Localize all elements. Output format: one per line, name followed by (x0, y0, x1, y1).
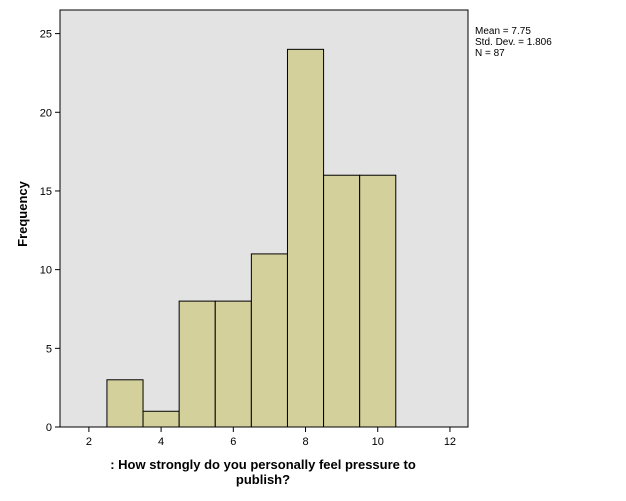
y-tick-label: 0 (46, 422, 52, 434)
histogram-bars (106, 48, 397, 428)
x-axis-title-line-2: publish? (236, 472, 290, 487)
x-tick-label: 2 (86, 436, 92, 448)
histogram-bar-2 (178, 300, 216, 428)
y-tick-label: 25 (40, 29, 52, 41)
stat-std-dev: Std. Dev. = 1.806 (475, 37, 552, 48)
stat-n: N = 87 (475, 48, 505, 59)
histogram-bar-5 (286, 48, 325, 428)
y-tick-label: 15 (40, 186, 52, 198)
histogram-bar-0 (106, 379, 144, 428)
y-tick-label: 5 (46, 343, 52, 355)
y-tick-label: 10 (40, 265, 52, 277)
y-axis-ticks: 0 5 10 15 20 25 (40, 29, 60, 434)
x-tick-label: 10 (372, 436, 384, 448)
x-tick-label: 4 (158, 436, 164, 448)
x-tick-label: 8 (302, 436, 308, 448)
x-tick-label: 12 (444, 436, 456, 448)
histogram-bar-3 (214, 300, 252, 428)
histogram-bar-4 (250, 253, 288, 428)
histogram-bar-6 (323, 174, 361, 428)
histogram-bar-1 (142, 410, 180, 428)
y-tick-label: 20 (40, 107, 52, 119)
stat-mean: Mean = 7.75 (475, 26, 531, 37)
x-axis-title-line-1: : How strongly do you personally feel pr… (110, 457, 416, 472)
histogram-bar-7 (359, 174, 397, 428)
y-axis-title: Frequency (15, 180, 30, 247)
x-tick-label: 6 (230, 436, 236, 448)
x-axis-ticks: 2 4 6 8 10 12 (86, 427, 456, 448)
statistics-box: Mean = 7.75 Std. Dev. = 1.806 N = 87 (475, 26, 552, 59)
